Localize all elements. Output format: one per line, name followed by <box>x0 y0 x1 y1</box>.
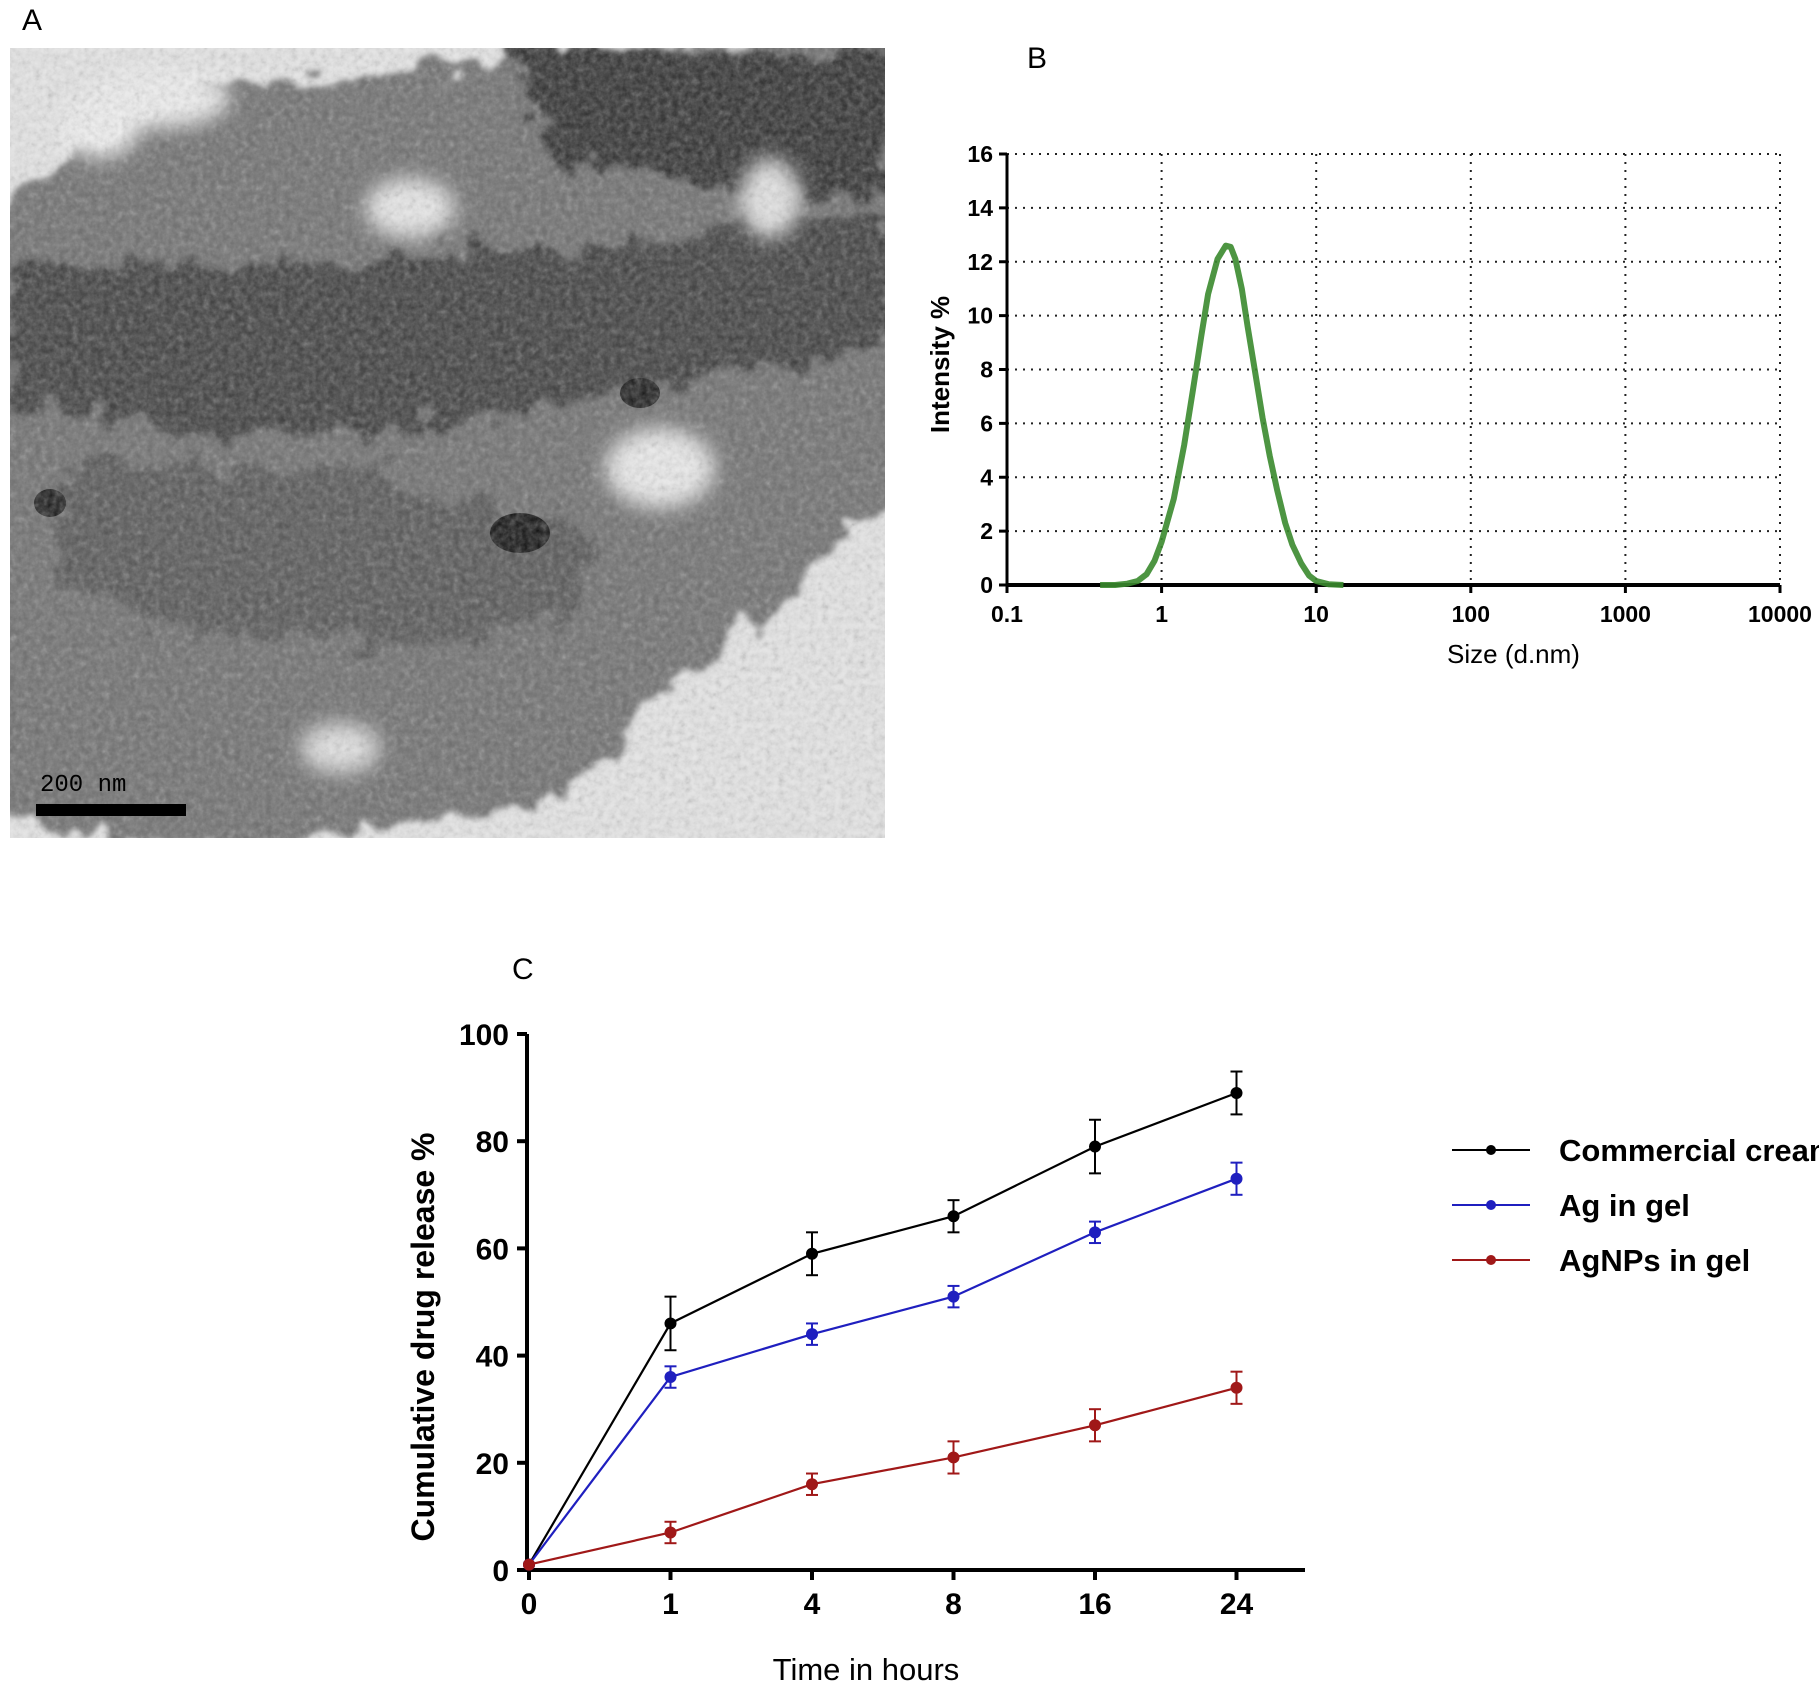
x-tick-label: 100 <box>1452 601 1490 627</box>
legend-label: Ag in gel <box>1559 1188 1690 1223</box>
legend-marker <box>1486 1145 1496 1155</box>
x-tick-label: 10000 <box>1748 601 1812 627</box>
series-line <box>528 1091 1237 1566</box>
y-tick-label: 14 <box>967 195 993 221</box>
tem-micrograph: 200 nm <box>10 48 885 838</box>
legend-marker <box>1486 1200 1496 1210</box>
scale-bar-label: 200 nm <box>40 772 126 799</box>
panel-label-b: B <box>1027 42 1048 75</box>
series-group <box>523 1370 1243 1571</box>
data-point <box>664 1371 677 1384</box>
y-tick-label: 4 <box>980 464 993 490</box>
y-tick-label: 16 <box>967 141 993 167</box>
y-tick-label: 80 <box>476 1126 509 1159</box>
x-tick-label: 1 <box>662 1588 679 1621</box>
data-point <box>664 1317 677 1330</box>
panel-label-c: C <box>512 953 534 986</box>
tem-image: 200 nm <box>10 48 885 838</box>
x-tick-label: 1000 <box>1600 601 1651 627</box>
data-point <box>664 1526 677 1539</box>
series-line <box>528 1177 1237 1566</box>
data-point <box>947 1290 960 1303</box>
data-point <box>1230 1172 1243 1185</box>
legend-label: Commercial cream <box>1559 1133 1819 1168</box>
data-point <box>1089 1419 1101 1432</box>
y-axis-title: Intensity % <box>925 296 955 433</box>
legend-label: AgNPs in gel <box>1559 1243 1750 1278</box>
data-point <box>523 1558 535 1571</box>
x-axis-title: Size (d.nm) <box>1447 639 1580 669</box>
y-tick-label: 8 <box>980 357 993 383</box>
y-tick-label: 0 <box>492 1555 509 1588</box>
size-distribution-chart: 0 2 4 6 8 10 12 14 16 0.1 1 10 100 1000 10000 Size (d.n… <box>925 141 1812 669</box>
series-line <box>528 1386 1237 1566</box>
y-tick-label: 12 <box>967 249 993 275</box>
series-group <box>523 1161 1243 1571</box>
data-point <box>1089 1140 1101 1153</box>
legend-marker <box>1486 1255 1496 1265</box>
data-point <box>806 1328 818 1341</box>
data-point <box>947 1210 960 1223</box>
y-tick-label: 60 <box>476 1233 509 1266</box>
panel-label-a: A <box>22 4 43 37</box>
y-tick-label: 10 <box>967 303 993 329</box>
y-tick-label: 6 <box>980 410 993 436</box>
data-point <box>1089 1226 1101 1239</box>
data-point <box>1230 1086 1243 1099</box>
y-tick-label: 20 <box>476 1448 509 1481</box>
x-tick-label: 1 <box>1155 601 1168 627</box>
x-tick-label: 0.1 <box>991 601 1023 627</box>
x-tick-label: 8 <box>945 1588 962 1621</box>
data-point <box>947 1451 960 1464</box>
y-tick-label: 100 <box>459 1019 509 1052</box>
x-tick-label: 0 <box>521 1588 538 1621</box>
x-tick-label: 16 <box>1078 1588 1111 1621</box>
x-tick-label: 4 <box>804 1588 821 1621</box>
data-point <box>1230 1381 1243 1394</box>
y-axis-title: Cumulative drug release % <box>405 1132 441 1541</box>
series-group <box>523 1070 1243 1571</box>
x-tick-label: 10 <box>1303 601 1329 627</box>
data-point <box>806 1478 818 1491</box>
distribution-curve <box>1100 242 1344 588</box>
data-point <box>806 1247 818 1260</box>
x-tick-label: 24 <box>1220 1588 1254 1621</box>
x-axis-title: Time in hours <box>773 1652 960 1687</box>
y-tick-label: 40 <box>476 1341 509 1374</box>
y-tick-label: 2 <box>980 518 993 544</box>
y-tick-label: 0 <box>980 572 993 598</box>
drug-release-chart: 0 20 40 60 80 100 0 1 4 8 16 24 Time in hours Cumulat… <box>405 1019 1819 1687</box>
